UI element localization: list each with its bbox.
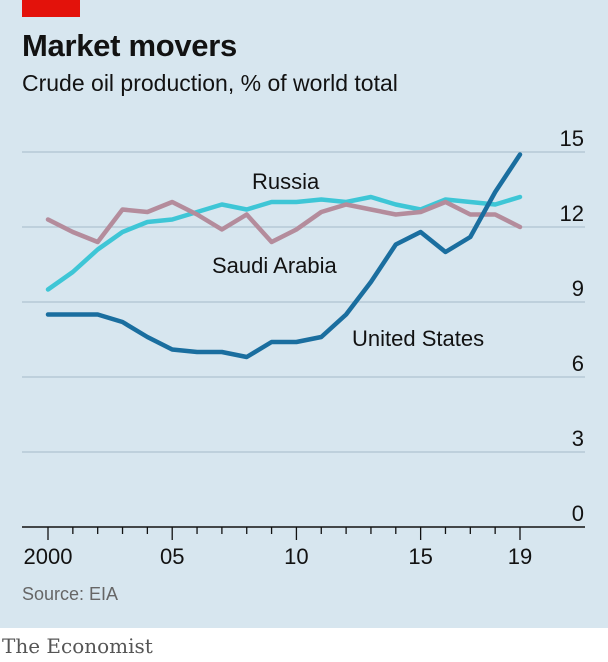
source-note: Source: EIA	[22, 584, 119, 604]
y-tick-label-6: 6	[572, 351, 584, 376]
y-tick-label-15: 15	[560, 126, 584, 151]
series-line-saudi-arabia	[45, 199, 523, 245]
x-tick-label-19: 19	[508, 544, 532, 569]
chart-figure: Market movers Crude oil production, % of…	[0, 0, 608, 628]
series-label-saudi-arabia: Saudi Arabia	[212, 253, 338, 278]
series-line-russia	[45, 194, 523, 292]
gridlines: 0 3 6 9 12 15	[22, 126, 585, 526]
x-axis: 2000 05 10 15 19	[22, 526, 585, 569]
brand-red-tag	[22, 0, 80, 17]
chart-subtitle: Crude oil production, % of world total	[22, 70, 398, 96]
series-line-united-states	[45, 152, 523, 360]
x-tick-label-10: 10	[284, 544, 308, 569]
y-tick-label-0: 0	[572, 501, 584, 526]
chart-title: Market movers	[22, 28, 237, 63]
x-tick-label-2000: 2000	[24, 544, 73, 569]
line-chart: 0 3 6 9 12 15 2000 05 10 15 19 Russia Saudi Arabia…	[22, 126, 585, 569]
y-tick-label-12: 12	[560, 201, 584, 226]
series-label-russia: Russia	[252, 169, 320, 194]
series-label-united-states: United States	[352, 326, 484, 351]
x-tick-label-05: 05	[160, 544, 184, 569]
y-tick-label-3: 3	[572, 426, 584, 451]
y-tick-label-9: 9	[572, 276, 584, 301]
x-tick-label-15: 15	[408, 544, 432, 569]
brand-name: The Economist	[2, 634, 153, 658]
series-lines	[45, 152, 523, 360]
series-labels: Russia Saudi Arabia United States	[212, 169, 484, 351]
